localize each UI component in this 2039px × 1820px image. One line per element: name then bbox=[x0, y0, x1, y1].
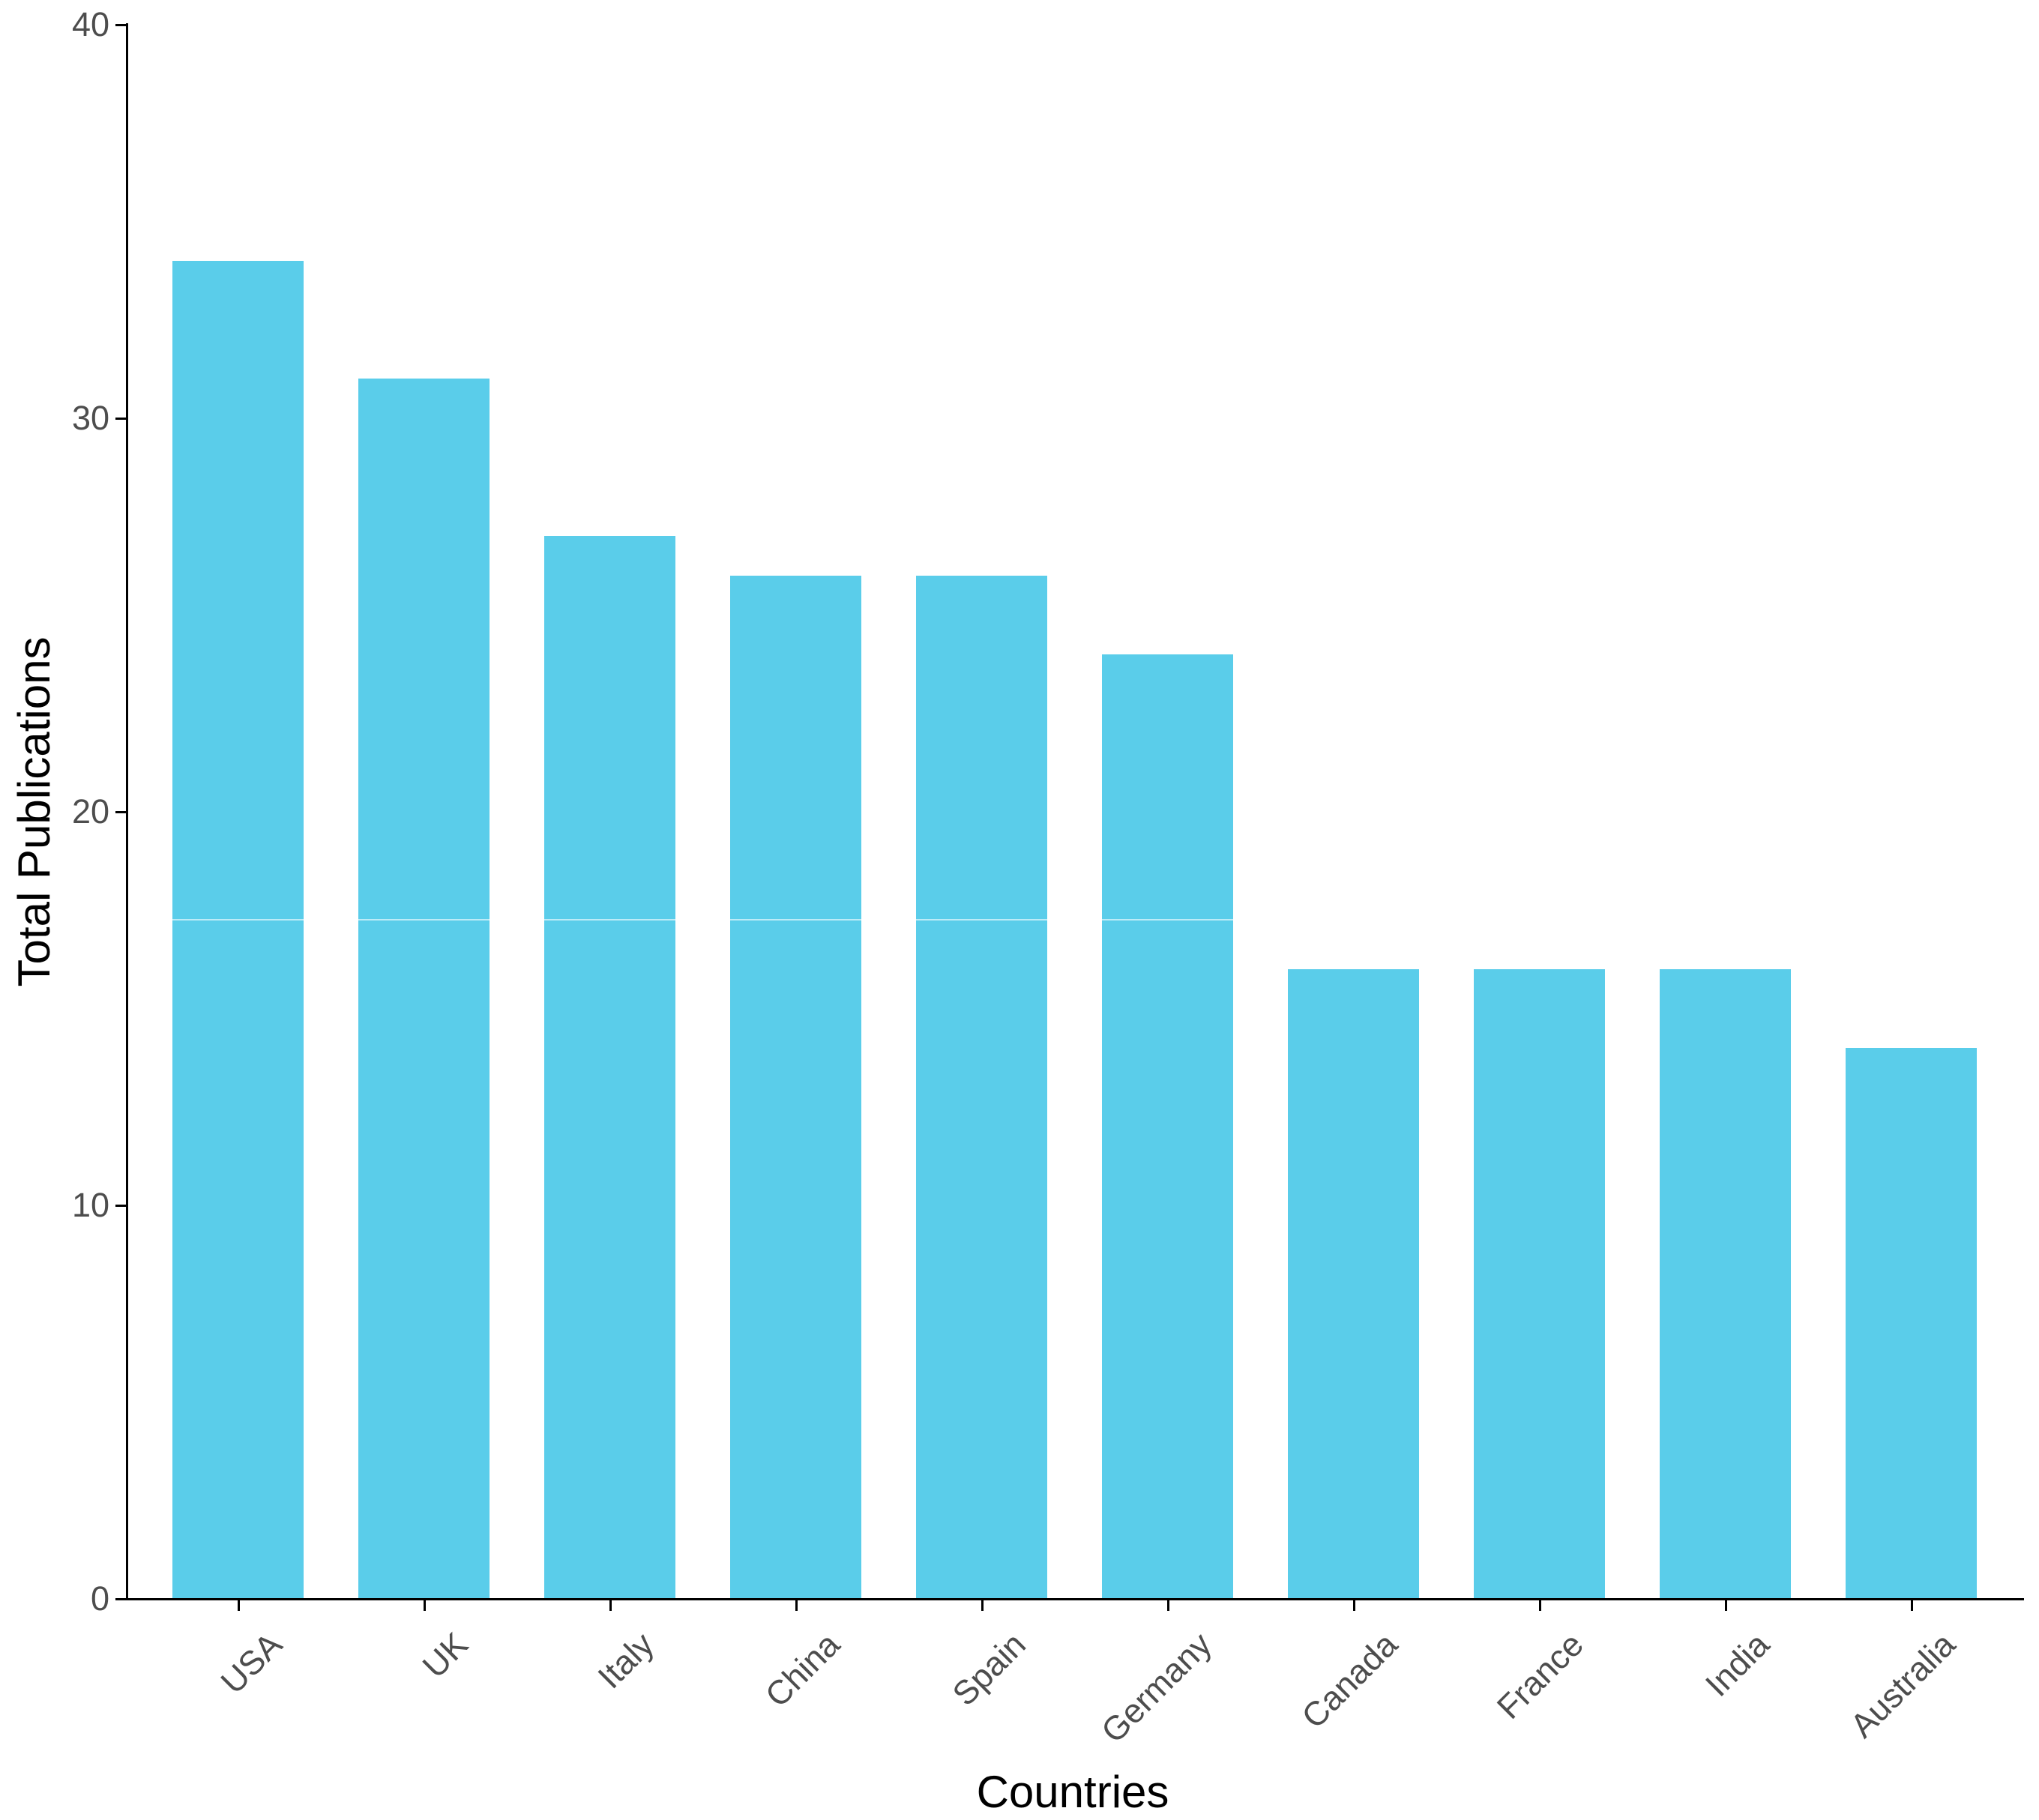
x-tick-mark-china bbox=[795, 1600, 798, 1611]
bar-india bbox=[1660, 969, 1791, 1599]
x-tick-label-china: China bbox=[757, 1624, 847, 1715]
x-tick-label-uk: UK bbox=[415, 1624, 475, 1686]
bar-china bbox=[730, 576, 861, 1599]
x-tick-label-canada: Canada bbox=[1294, 1624, 1405, 1736]
x-tick-label-australia: Australia bbox=[1843, 1624, 1963, 1745]
x-tick-mark-italy bbox=[609, 1600, 612, 1611]
x-tick-mark-uk bbox=[424, 1600, 426, 1611]
x-axis-title: Countries bbox=[976, 1767, 1169, 1817]
x-tick-mark-india bbox=[1725, 1600, 1727, 1611]
y-tick-label-20: 20 bbox=[71, 792, 109, 831]
y-tick-label-0: 0 bbox=[90, 1579, 109, 1618]
y-tick-mark-10 bbox=[115, 1205, 126, 1207]
bar-usa bbox=[172, 261, 304, 1599]
bar-canada bbox=[1288, 969, 1419, 1599]
y-tick-label-40: 40 bbox=[71, 5, 109, 43]
y-tick-label-30: 30 bbox=[71, 399, 109, 437]
x-tick-label-germany: Germany bbox=[1094, 1624, 1219, 1750]
x-tick-mark-canada bbox=[1353, 1600, 1355, 1611]
bar-france bbox=[1474, 969, 1605, 1599]
x-tick-label-italy: Italy bbox=[590, 1624, 661, 1696]
y-tick-label-10: 10 bbox=[71, 1186, 109, 1224]
x-tick-label-france: France bbox=[1489, 1624, 1591, 1726]
x-tick-mark-germany bbox=[1167, 1600, 1169, 1611]
bar-uk bbox=[358, 379, 490, 1599]
y-tick-mark-0 bbox=[115, 1598, 126, 1600]
y-tick-mark-20 bbox=[115, 811, 126, 813]
x-tick-label-spain: Spain bbox=[945, 1624, 1033, 1714]
y-tick-mark-30 bbox=[115, 418, 126, 420]
stitch-seam-artifact bbox=[0, 919, 2039, 920]
x-axis-line bbox=[126, 1598, 2024, 1600]
y-tick-mark-40 bbox=[115, 24, 126, 26]
x-tick-mark-australia bbox=[1911, 1600, 1913, 1611]
bar-spain bbox=[916, 576, 1047, 1599]
bar-italy bbox=[544, 536, 675, 1599]
bar-germany bbox=[1102, 654, 1233, 1599]
x-tick-mark-usa bbox=[238, 1600, 240, 1611]
x-tick-label-india: India bbox=[1697, 1624, 1777, 1704]
x-tick-mark-france bbox=[1539, 1600, 1541, 1611]
x-tick-mark-spain bbox=[981, 1600, 984, 1611]
bar-australia bbox=[1846, 1048, 1977, 1599]
x-tick-label-usa: USA bbox=[213, 1624, 289, 1702]
y-axis-line bbox=[126, 23, 128, 1600]
